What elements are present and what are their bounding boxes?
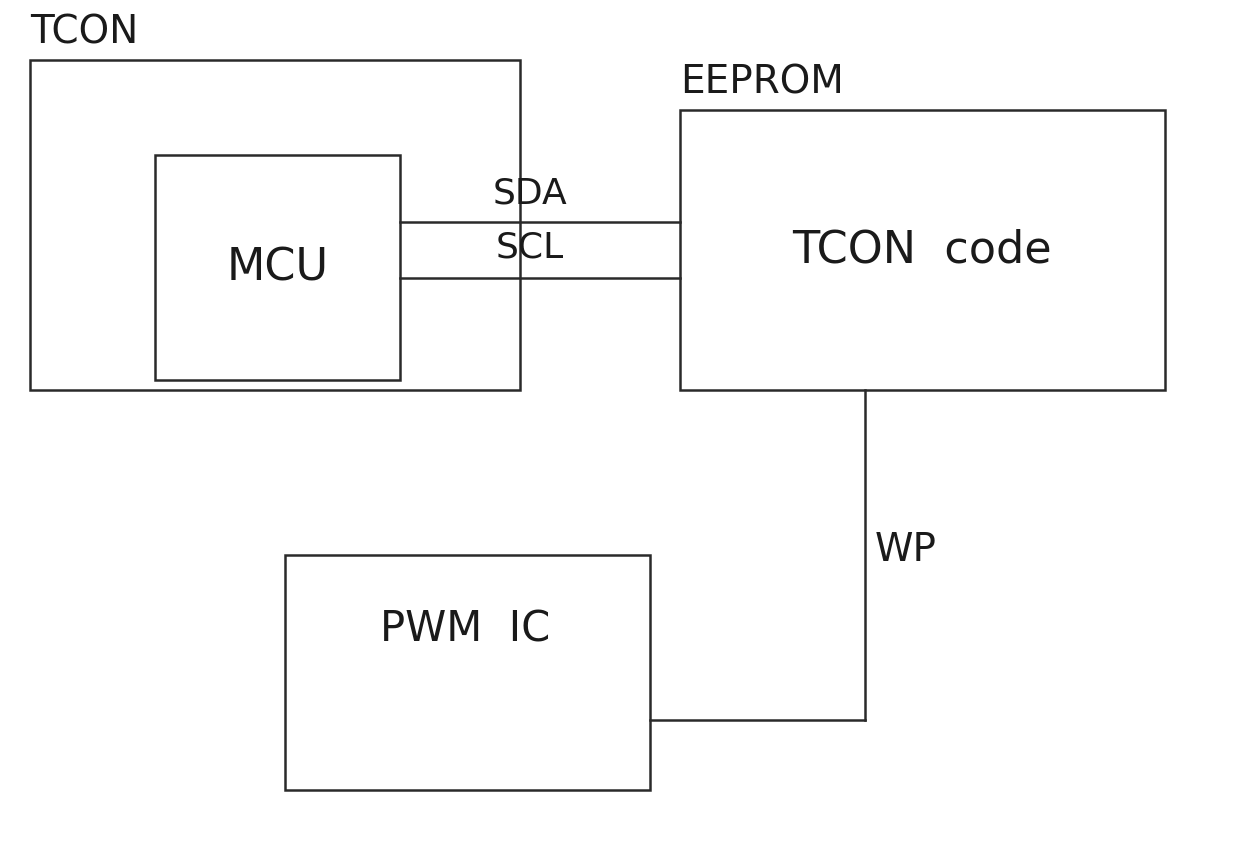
Text: MCU: MCU bbox=[227, 246, 329, 289]
Text: TCON  code: TCON code bbox=[792, 228, 1052, 271]
Bar bbox=[285, 555, 650, 790]
Text: SDA: SDA bbox=[492, 176, 568, 210]
Text: TCON: TCON bbox=[30, 14, 138, 52]
Text: WP: WP bbox=[875, 531, 937, 569]
Bar bbox=[680, 110, 1166, 390]
Text: SCL: SCL bbox=[496, 231, 564, 265]
Text: PWM  IC: PWM IC bbox=[379, 609, 551, 651]
Bar bbox=[155, 155, 401, 380]
Text: EEPROM: EEPROM bbox=[680, 64, 843, 102]
Bar bbox=[30, 60, 520, 390]
